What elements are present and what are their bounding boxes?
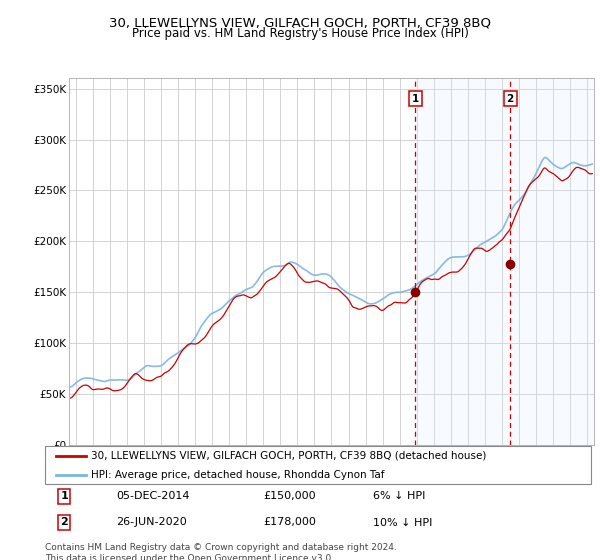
Text: Contains HM Land Registry data © Crown copyright and database right 2024.
This d: Contains HM Land Registry data © Crown c… [45,543,397,560]
Text: £178,000: £178,000 [263,517,316,528]
Text: 30, LLEWELLYNS VIEW, GILFACH GOCH, PORTH, CF39 8BQ (detached house): 30, LLEWELLYNS VIEW, GILFACH GOCH, PORTH… [91,451,487,461]
Text: 1: 1 [60,491,68,501]
Text: Price paid vs. HM Land Registry's House Price Index (HPI): Price paid vs. HM Land Registry's House … [131,27,469,40]
Text: 05-DEC-2014: 05-DEC-2014 [116,491,190,501]
Text: 26-JUN-2020: 26-JUN-2020 [116,517,187,528]
Bar [415,78,594,445]
Text: 30, LLEWELLYNS VIEW, GILFACH GOCH, PORTH, CF39 8BQ: 30, LLEWELLYNS VIEW, GILFACH GOCH, PORTH… [109,17,491,30]
Text: £150,000: £150,000 [263,491,316,501]
Text: 2: 2 [506,94,514,104]
Text: 10% ↓ HPI: 10% ↓ HPI [373,517,432,528]
Text: 1: 1 [412,94,419,104]
Text: 6% ↓ HPI: 6% ↓ HPI [373,491,425,501]
Text: HPI: Average price, detached house, Rhondda Cynon Taf: HPI: Average price, detached house, Rhon… [91,470,385,480]
Text: 2: 2 [60,517,68,528]
